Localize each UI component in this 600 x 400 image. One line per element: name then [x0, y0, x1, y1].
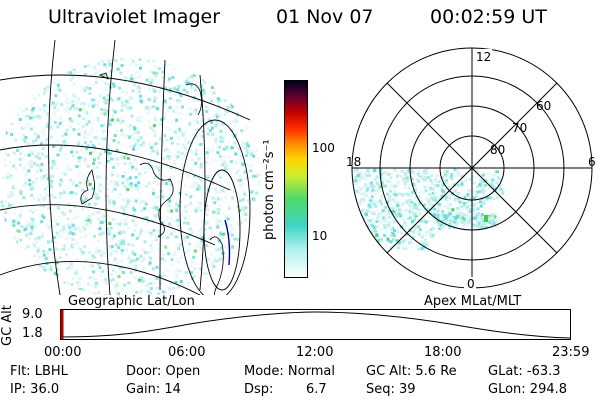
- colorbar-tick-100: 100: [312, 141, 335, 155]
- colorbar-tick-10: 10: [312, 229, 328, 243]
- time-tick-1200: 12:00: [296, 345, 334, 360]
- apex-caption: Apex MLat/MLT: [424, 294, 522, 309]
- altitude-curve: [60, 311, 571, 339]
- intensity-colorbar: [284, 80, 308, 278]
- mlt-label-18: 18: [346, 155, 361, 169]
- time-tick-0000: 00:00: [44, 345, 82, 360]
- geographic-caption: Geographic Lat/Lon: [68, 294, 195, 309]
- seq-info: Seq: 39: [366, 382, 416, 397]
- lat-lon-grid: [0, 40, 251, 295]
- glat-info: GLat: -63.3: [488, 364, 561, 379]
- time-tick-0600: 06:00: [168, 345, 206, 360]
- colorbar-unit-label: photon cm⁻²s⁻¹: [262, 139, 277, 240]
- lat-label-70: 70: [512, 121, 527, 135]
- mlt-12-bg: [476, 49, 492, 65]
- time-tick-1800: 18:00: [424, 345, 462, 360]
- door-info: Door: Open: [126, 364, 201, 379]
- instrument-title: Ultraviolet Imager: [48, 6, 221, 28]
- ip-info: IP: 36.0: [10, 382, 60, 397]
- dsp-value: 6.7: [306, 382, 327, 397]
- altitude-ytick-bottom: 1.8: [22, 326, 43, 341]
- altitude-ytick-top: 9.0: [22, 307, 43, 322]
- coastline-outlines: [80, 72, 224, 295]
- mlt-label-6: 6: [588, 155, 596, 169]
- geographic-image: [0, 40, 260, 295]
- gain-info: Gain: 14: [126, 382, 181, 397]
- altitude-track: [60, 309, 571, 340]
- dsp-label: Dsp:: [244, 382, 274, 397]
- lat-label-80: 80: [490, 143, 505, 157]
- polar-plot: 12 0 18 6 60 70 80: [346, 47, 596, 291]
- altitude-ylabel: GC Alt: [0, 305, 15, 346]
- mode-info: Mode: Normal: [244, 364, 335, 379]
- filter-info: Flt: LBHL: [10, 364, 68, 379]
- gc-alt-info: GC Alt: 5.6 Re: [366, 364, 457, 379]
- polar-grid: [351, 47, 593, 289]
- time-tick-2359: 23:59: [552, 345, 590, 360]
- time-label: 00:02:59 UT: [430, 6, 547, 28]
- glon-info: GLon: 294.8: [488, 382, 568, 397]
- mlt-0-bg: [464, 277, 476, 291]
- terminator-line: [224, 219, 231, 266]
- date-label: 01 Nov 07: [276, 6, 374, 28]
- lat-label-60: 60: [536, 99, 551, 113]
- mlt-label-0: 0: [467, 277, 475, 291]
- mlt-label-12: 12: [476, 50, 491, 64]
